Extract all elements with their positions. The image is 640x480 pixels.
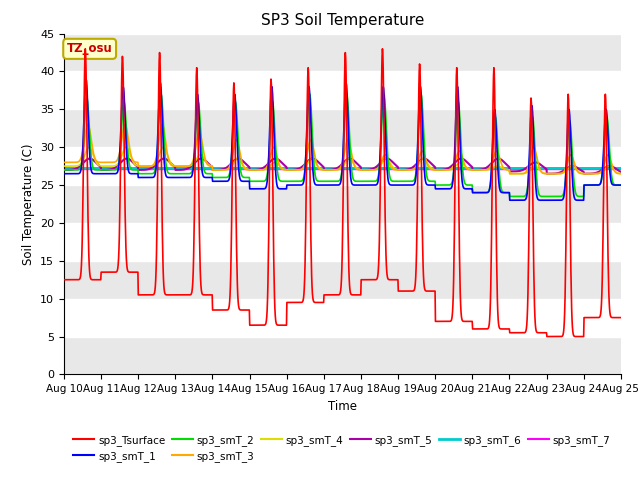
Bar bbox=[64, 261, 621, 299]
Legend: sp3_Tsurface, sp3_smT_1, sp3_smT_2, sp3_smT_3, sp3_smT_4, sp3_smT_5, sp3_smT_6, : sp3_Tsurface, sp3_smT_1, sp3_smT_2, sp3_… bbox=[69, 431, 615, 466]
Bar bbox=[64, 109, 621, 147]
Bar bbox=[64, 185, 621, 223]
Bar bbox=[64, 336, 621, 374]
Y-axis label: Soil Temperature (C): Soil Temperature (C) bbox=[22, 143, 35, 265]
Bar bbox=[64, 34, 621, 72]
Text: TZ_osu: TZ_osu bbox=[67, 42, 113, 55]
X-axis label: Time: Time bbox=[328, 400, 357, 413]
Title: SP3 Soil Temperature: SP3 Soil Temperature bbox=[260, 13, 424, 28]
